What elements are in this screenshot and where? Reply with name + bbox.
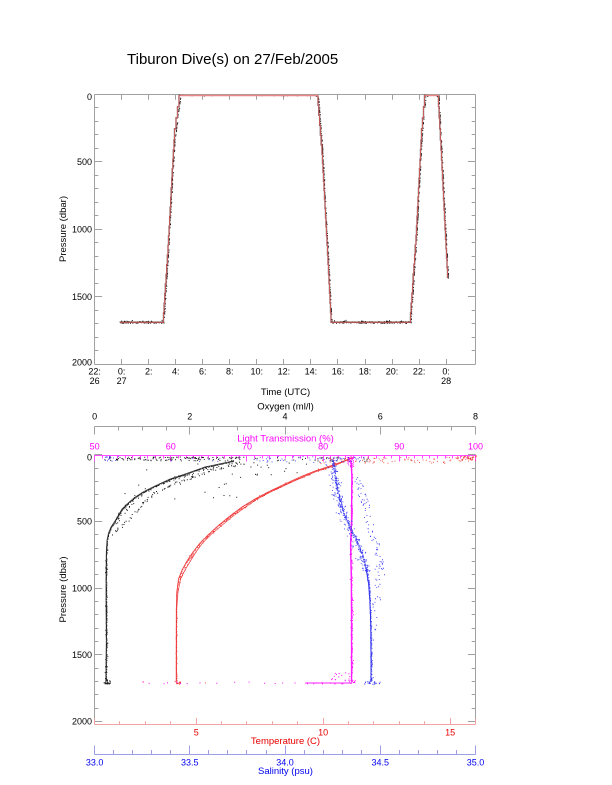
svg-text:18:: 18: [359, 367, 372, 377]
svg-text:10:: 10: [251, 367, 264, 377]
svg-text:Time (UTC): Time (UTC) [261, 387, 310, 398]
svg-text:33.0: 33.0 [86, 758, 104, 768]
svg-text:28: 28 [441, 376, 451, 386]
svg-text:1000: 1000 [72, 225, 92, 235]
svg-text:Pressure (dbar): Pressure (dbar) [58, 557, 69, 623]
svg-text:26: 26 [90, 376, 100, 386]
svg-text:Temperature (C): Temperature (C) [251, 736, 320, 747]
svg-text:90: 90 [394, 442, 404, 452]
svg-text:16:: 16: [332, 367, 345, 377]
svg-text:5: 5 [194, 728, 199, 738]
svg-text:33.5: 33.5 [181, 758, 199, 768]
svg-text:50: 50 [90, 442, 100, 452]
svg-text:0:: 0: [118, 367, 126, 377]
svg-text:2: 2 [187, 412, 192, 422]
svg-text:1000: 1000 [72, 583, 92, 593]
svg-text:80: 80 [318, 442, 328, 452]
svg-text:6:: 6: [199, 367, 207, 377]
svg-text:15: 15 [445, 728, 455, 738]
svg-text:Tiburon Dive(s) on 27/Feb/2005: Tiburon Dive(s) on 27/Feb/2005 [127, 51, 338, 68]
svg-text:8: 8 [473, 412, 478, 422]
svg-text:8:: 8: [226, 367, 234, 377]
svg-text:2000: 2000 [72, 358, 92, 368]
svg-text:0:: 0: [442, 367, 450, 377]
svg-text:0: 0 [87, 453, 92, 463]
svg-text:34.5: 34.5 [372, 758, 390, 768]
svg-text:22:: 22: [413, 367, 426, 377]
svg-text:34.0: 34.0 [276, 758, 294, 768]
svg-text:Light Transmission (%): Light Transmission (%) [237, 434, 334, 445]
svg-text:12:: 12: [278, 367, 291, 377]
svg-text:Salinity (psu): Salinity (psu) [258, 766, 313, 777]
svg-text:35.0: 35.0 [467, 758, 485, 768]
svg-text:500: 500 [77, 517, 92, 527]
svg-text:0: 0 [92, 412, 97, 422]
svg-text:500: 500 [77, 157, 92, 167]
svg-text:100: 100 [468, 442, 483, 452]
svg-text:Oxygen (ml/l): Oxygen (ml/l) [257, 402, 313, 413]
svg-text:4:: 4: [172, 367, 180, 377]
svg-text:2000: 2000 [72, 717, 92, 727]
svg-text:22:: 22: [88, 367, 101, 377]
svg-text:2:: 2: [145, 367, 153, 377]
svg-text:4: 4 [282, 412, 287, 422]
svg-text:10: 10 [318, 728, 328, 738]
svg-text:0: 0 [87, 92, 92, 102]
svg-text:Pressure (dbar): Pressure (dbar) [58, 196, 69, 262]
svg-text:1500: 1500 [72, 292, 92, 302]
svg-text:1500: 1500 [72, 650, 92, 660]
svg-text:14:: 14: [305, 367, 318, 377]
svg-text:70: 70 [242, 442, 252, 452]
svg-text:27: 27 [117, 376, 127, 386]
svg-text:20:: 20: [386, 367, 399, 377]
svg-text:6: 6 [378, 412, 383, 422]
svg-text:60: 60 [166, 442, 176, 452]
